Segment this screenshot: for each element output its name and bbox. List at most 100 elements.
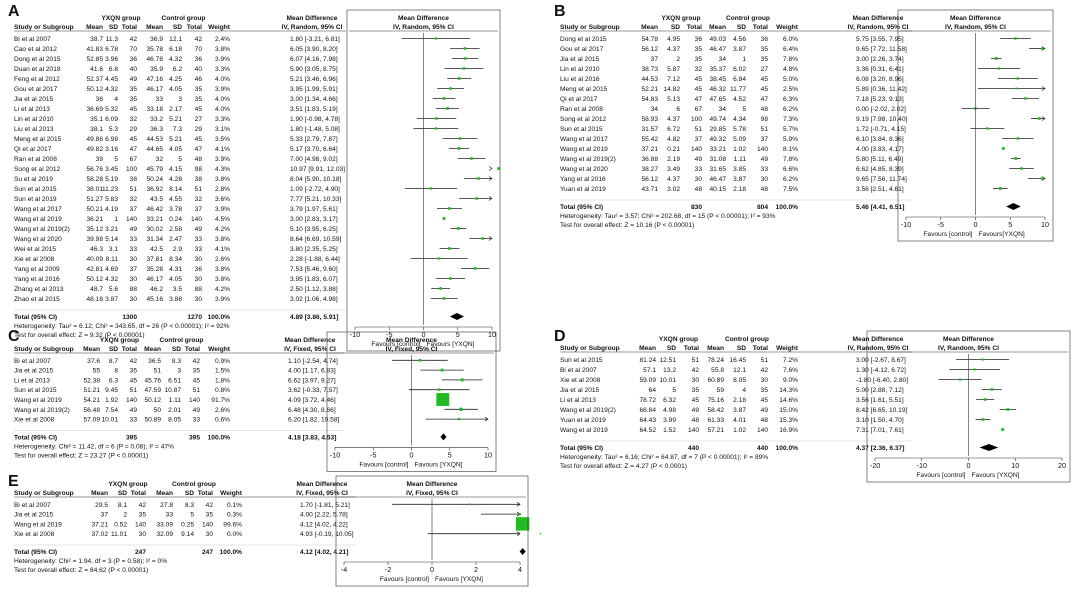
md-total-ci: 5.46 [4.41, 6.51] bbox=[856, 204, 904, 211]
weight-value: 0.8% bbox=[215, 387, 230, 394]
study-header: Study or Subgroup bbox=[560, 345, 620, 352]
point-estimate-square bbox=[473, 267, 477, 270]
yxqn-mean: 38.27 bbox=[641, 166, 658, 173]
control-total: 35 bbox=[195, 86, 203, 93]
study-row: Wang et al 2019 64.52 1.52 140 57.21 1.02 140 1… bbox=[560, 427, 1005, 434]
control-sd: 6.2 bbox=[173, 66, 182, 73]
control-total: 36 bbox=[195, 266, 203, 273]
yxqn-sd: 1 bbox=[114, 216, 118, 223]
yxqn-total: 140 bbox=[126, 397, 137, 404]
yxqn-sd: 3.99 bbox=[663, 417, 676, 424]
x-tick-label: -10 bbox=[917, 461, 927, 470]
yxqn-mean: 52.85 bbox=[86, 56, 103, 63]
md-ci-value: 5.17 [3.70, 6.64] bbox=[290, 146, 338, 153]
md-ci-value: 1.70 [-1.81, 5.21] bbox=[300, 502, 350, 509]
weight-value: 5.0% bbox=[783, 76, 798, 83]
point-estimate-square bbox=[1041, 177, 1044, 180]
method-header: IV, Random, 95% CI bbox=[848, 345, 909, 352]
x-tick-label: 5 bbox=[1008, 220, 1012, 229]
md-ci-value: 1.72 [-0.71, 4.15] bbox=[856, 126, 906, 133]
control-mean: 31.34 bbox=[146, 236, 163, 243]
yxqn-total: 30 bbox=[139, 531, 147, 538]
control-sd: 1.02 bbox=[733, 427, 746, 434]
study-name: Gou et al 2017 bbox=[560, 46, 604, 53]
control-sd: 6.02 bbox=[733, 66, 746, 73]
weight-value: 3.9% bbox=[215, 156, 230, 163]
control-total: 45 bbox=[761, 86, 769, 93]
control-sd: 8.3 bbox=[172, 358, 181, 365]
study-name: Bi et al 2007 bbox=[14, 502, 51, 509]
md-header: Mean Difference bbox=[853, 336, 904, 343]
study-header: Study or Subgroup bbox=[14, 346, 74, 353]
control-total: 47 bbox=[761, 96, 769, 103]
yxqn-mean: 51.27 bbox=[86, 196, 103, 203]
yxqn-total: 45 bbox=[130, 377, 138, 384]
x-tick-label: 2 bbox=[474, 565, 478, 574]
overall-effect-text: Test for overall effect: Z = 9.32 (P < 0… bbox=[14, 332, 145, 339]
yxqn-mean: 54.83 bbox=[641, 96, 658, 103]
yxqn-sd: 5 bbox=[114, 156, 118, 163]
point-estimate-square bbox=[437, 257, 441, 260]
point-estimate-square bbox=[998, 187, 1002, 190]
panel-a: A YXQN group Control group Mean Difference M… bbox=[8, 3, 501, 352]
yxqn-total: 36 bbox=[130, 56, 138, 63]
yxqn-sd: 3.21 bbox=[105, 226, 118, 233]
study-name: Xie et al 2008 bbox=[14, 256, 55, 263]
weight-value: 4.2% bbox=[215, 226, 230, 233]
md-header: Mean Difference bbox=[297, 481, 348, 488]
panel-letter: C bbox=[8, 328, 20, 345]
x-tick-label: -10 bbox=[901, 220, 911, 229]
md-ci-value: 3.10 [1.50, 4.70] bbox=[856, 417, 904, 424]
group-control-header: Control group bbox=[162, 15, 206, 22]
total-row: Total (95% CI) 830 804 100.0% 5.46 [4.41, 6.… bbox=[560, 203, 1021, 211]
study-name: Xie et al 2008 bbox=[560, 377, 601, 384]
study-row: Wang et al 2019(2) 36.88 2.19 49 31.08 1.11 49… bbox=[560, 156, 1021, 163]
sd-header: SD bbox=[173, 24, 182, 31]
yxqn-mean: 37.21 bbox=[641, 146, 658, 153]
weight-value: 8.1% bbox=[783, 146, 798, 153]
md-plot-header: Mean Difference bbox=[407, 481, 458, 488]
weight-total: 100.0% bbox=[208, 314, 231, 321]
weight-value: 6.2% bbox=[783, 176, 798, 183]
favours-control-label: Favours [control] bbox=[923, 231, 972, 238]
x-tick-label: 5 bbox=[456, 330, 460, 339]
favours-control-label: Favours [control] bbox=[916, 472, 965, 479]
control-mean: 43.5 bbox=[150, 196, 163, 203]
md-total-ci: 4.89 [3.86, 5.91] bbox=[290, 314, 338, 321]
study-row: Wang et al 2019(2) 35.12 3.21 49 30.02 2.58 49… bbox=[14, 226, 467, 233]
md-ci-value: 6.48 [4.30, 8.66] bbox=[288, 407, 336, 414]
yxqn-mean: 41.6 bbox=[90, 66, 103, 73]
point-estimate-square bbox=[460, 378, 464, 382]
control-total: 49 bbox=[761, 156, 769, 163]
x-tick-label: 0 bbox=[974, 220, 978, 229]
control-total: 48 bbox=[761, 417, 769, 424]
weight-value: 4.0% bbox=[215, 106, 230, 113]
study-name: Yang et al 2016 bbox=[560, 176, 606, 183]
yxqn-mean: 52.38 bbox=[83, 377, 100, 384]
yxqn-mean: 49.86 bbox=[86, 136, 103, 143]
yxqn-total: 35 bbox=[692, 387, 700, 394]
yxqn-sd: 12.51 bbox=[659, 357, 676, 364]
yxqn-total-sum: 440 bbox=[688, 445, 699, 452]
panel-letter: B bbox=[554, 3, 566, 20]
md-ci-value: 5.80 [5.11, 6.49] bbox=[856, 156, 903, 163]
method-plot-header: IV, Random, 95% CI bbox=[945, 24, 1006, 31]
control-total: 46 bbox=[195, 76, 203, 83]
yxqn-total: 37 bbox=[130, 266, 138, 273]
mean-header: Mean bbox=[146, 24, 163, 31]
control-sd: 8.34 bbox=[169, 256, 182, 263]
md-ci-value: 6.62 [3.97, 9.27] bbox=[288, 377, 336, 384]
yxqn-mean: 42.81 bbox=[86, 266, 103, 273]
control-total: 45 bbox=[193, 377, 201, 384]
yxqn-sd: 4.82 bbox=[667, 136, 680, 143]
weight-value: 3.3% bbox=[215, 116, 230, 123]
control-total: 37 bbox=[761, 136, 769, 143]
md-ci-value: -1.80 [-6.40, 2.80] bbox=[856, 377, 908, 384]
yxqn-mean: 58.93 bbox=[641, 116, 658, 123]
sd-header: SD bbox=[109, 346, 118, 353]
panel-letter: A bbox=[8, 3, 20, 20]
sd-header: SD bbox=[109, 24, 118, 31]
overall-effect-text: Test for overall effect: Z = 84.62 (P < … bbox=[14, 567, 148, 574]
control-sd: 2.9 bbox=[173, 246, 182, 253]
yxqn-total: 51 bbox=[130, 186, 138, 193]
